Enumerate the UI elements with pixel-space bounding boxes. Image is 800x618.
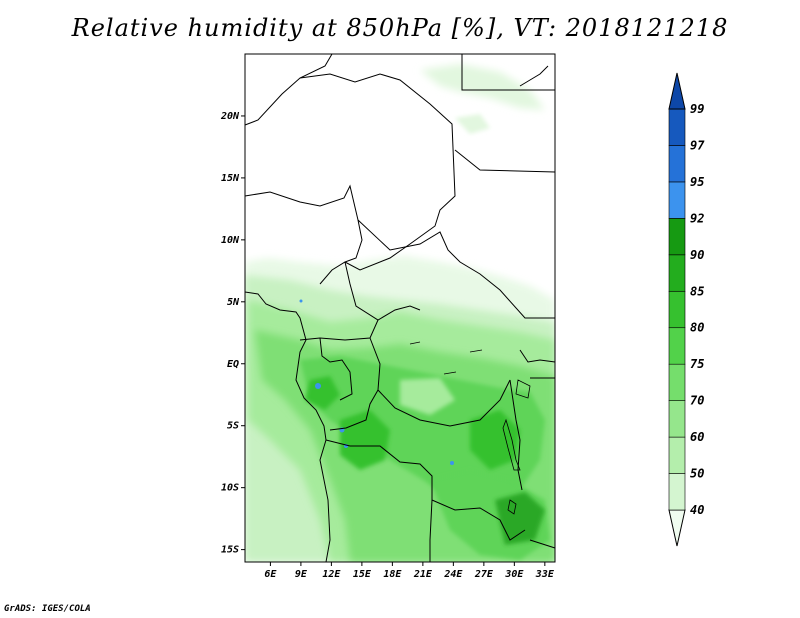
lon-tick-label: 18E — [383, 569, 402, 580]
lon-tick-label: 12E — [322, 569, 341, 580]
colorbar-box — [668, 363, 686, 401]
lon-tick-label: 6E — [264, 569, 277, 580]
boundaries — [244, 53, 556, 563]
latitude-axis: 20N 15N 10N 5N EQ 5S 10S 15S — [220, 111, 245, 556]
colorbar-label: 75 — [690, 357, 704, 371]
lat-tick-label: 15N — [221, 173, 240, 184]
lat-tick-label: 10N — [221, 235, 240, 246]
colorbar-box — [668, 181, 686, 219]
colorbar-label: 40 — [690, 503, 704, 517]
lon-tick-label: 24E — [443, 569, 463, 580]
colorbar-label: 80 — [690, 321, 704, 335]
longitude-axis: 6E 9E 12E 15E 18E 21E 24E 27E 30E 33E — [264, 562, 555, 580]
humidity-field — [245, 54, 555, 562]
map-frame — [244, 53, 556, 563]
colorbar-label: 85 — [690, 284, 704, 298]
lakes — [409, 341, 531, 515]
colorbar: 40 50 60 70 75 80 85 90 92 95 97 99 — [668, 72, 705, 547]
colorbar-label: 70 — [690, 394, 704, 408]
lon-tick-label: 30E — [504, 569, 524, 580]
colorbar-box — [668, 254, 686, 292]
lat-tick-label: 10S — [221, 483, 239, 494]
colorbar-label: 50 — [690, 467, 704, 481]
lat-tick-label: 15S — [221, 545, 239, 556]
map-title: Relative humidity at 850hPa [%], VT: 201… — [71, 14, 729, 42]
colorbar-label: 92 — [690, 211, 704, 225]
colorbar-label: 60 — [690, 430, 704, 444]
colorbar-box — [668, 218, 686, 256]
colorbar-box — [668, 327, 686, 365]
colorbar-label: 90 — [690, 248, 704, 262]
lon-tick-label: 21E — [413, 569, 433, 580]
colorbar-extend-low — [668, 509, 686, 547]
lat-tick-label: EQ — [227, 359, 239, 370]
lat-tick-label: 5S — [227, 421, 239, 432]
lon-tick-label: 15E — [353, 569, 372, 580]
colorbar-box — [668, 473, 686, 511]
grads-credit: GrADS: IGES/COLA — [4, 604, 91, 614]
colorbar-extend-high — [668, 72, 686, 110]
colorbar-box — [668, 108, 686, 146]
colorbar-box — [668, 290, 686, 329]
lon-tick-label: 9E — [295, 569, 308, 580]
colorbar-label: 97 — [690, 138, 705, 152]
lon-tick-label: 33E — [535, 569, 555, 580]
lon-tick-label: 27E — [474, 569, 494, 580]
colorbar-box — [668, 436, 686, 474]
colorbar-label: 99 — [690, 102, 704, 116]
colorbar-box — [668, 400, 686, 438]
lat-tick-label: 5N — [227, 297, 240, 308]
colorbar-box — [668, 145, 686, 183]
lat-tick-label: 20N — [220, 111, 240, 122]
colorbar-label: 95 — [690, 175, 704, 189]
